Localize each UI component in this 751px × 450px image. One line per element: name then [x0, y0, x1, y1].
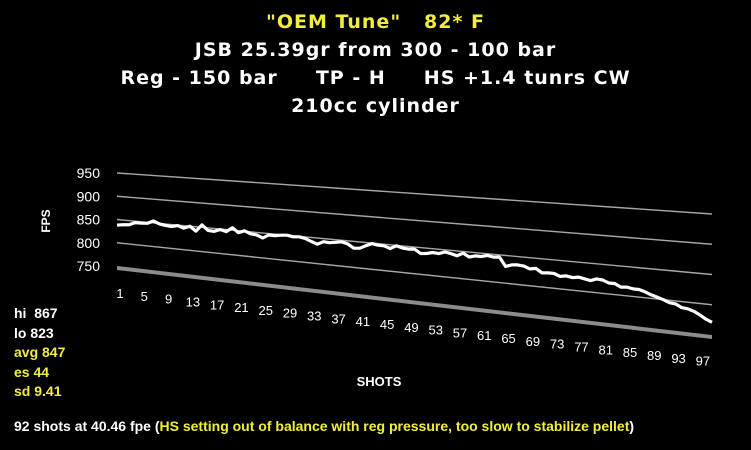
gridline-850: [116, 218, 713, 276]
y-tick-label: 800: [77, 235, 101, 251]
x-tick-label: 61: [477, 328, 491, 343]
gridline-900: [116, 195, 713, 245]
x-tick-label: 25: [258, 303, 272, 318]
y-tick-label: 950: [77, 165, 101, 181]
stat-sd: sd 9.41: [14, 383, 62, 399]
x-tick-label: 9: [165, 292, 172, 307]
x-tick-label: 49: [404, 320, 418, 335]
x-tick-label: 33: [307, 309, 321, 324]
x-tick-label: 53: [428, 323, 442, 338]
y-tick-label: 750: [77, 258, 101, 274]
title-block: "OEM Tune" 82* F JSB 25.39gr from 300 - …: [0, 8, 751, 120]
x-tick-label: 45: [380, 317, 394, 332]
footer-note: 92 shots at 40.46 fpe (HS setting out of…: [14, 418, 634, 434]
x-tick-label: 5: [141, 289, 148, 304]
x-tick-label: 65: [501, 331, 515, 346]
x-tick-label: 73: [550, 337, 564, 352]
subtitle-settings: Reg - 150 bar TP - H HS +1.4 tunrs CW: [120, 67, 631, 89]
y-axis-ticks: 750 800 850 900 950: [77, 165, 101, 274]
x-axis-ticks: 1 5 9 13 17 21 25 29 33 37 41 45 49 53 57 61 65 69 73 77 81 8…: [116, 286, 710, 369]
stat-avg: avg 847: [14, 344, 66, 360]
subtitle-cylinder: 210cc cylinder: [291, 95, 460, 117]
x-tick-label: 17: [210, 297, 224, 312]
gridline-800: [116, 242, 713, 306]
x-tick-label: 81: [598, 342, 612, 357]
footer-prefix: 92 shots at 40.46 fpe (: [14, 418, 160, 434]
stat-lo: lo 823: [14, 324, 54, 341]
x-tick-label: 21: [234, 300, 248, 315]
x-tick-label: 89: [647, 348, 661, 363]
chart-title: "OEM Tune" 82* F: [265, 11, 486, 33]
x-tick-label: 69: [526, 334, 540, 349]
x-tick-label: 85: [623, 345, 637, 360]
x-tick-label: 41: [356, 314, 370, 329]
footer-note-text: HS setting out of balance with reg press…: [159, 418, 630, 434]
y-tick-label: 850: [77, 212, 101, 228]
y-axis-label: FPS: [39, 209, 53, 232]
x-tick-label: 57: [453, 325, 467, 340]
grid: [116, 172, 713, 339]
stats-panel: hi 867 lo 823 avg 847 es 44 sd 9.41: [14, 304, 65, 402]
stat-es: es 44: [14, 363, 50, 380]
x-tick-label: 37: [331, 311, 345, 326]
x-tick-label: 77: [574, 340, 588, 355]
series-line-fps: [116, 219, 713, 324]
x-tick-label: 1: [116, 286, 123, 301]
x-tick-label: 97: [696, 354, 710, 369]
x-tick-label: 29: [283, 306, 297, 321]
x-tick-label: 93: [671, 351, 685, 366]
y-tick-label: 900: [77, 188, 101, 204]
x-tick-label: 13: [186, 294, 200, 309]
stat-hi: hi 867: [14, 305, 58, 321]
series-fps: [116, 219, 713, 324]
subtitle-pellet: JSB 25.39gr from 300 - 100 bar: [194, 39, 557, 61]
axis-floor: [117, 266, 712, 339]
x-axis-label: SHOTS: [357, 374, 402, 389]
gridline-950: [116, 172, 713, 215]
footer-suffix: ): [629, 418, 635, 434]
